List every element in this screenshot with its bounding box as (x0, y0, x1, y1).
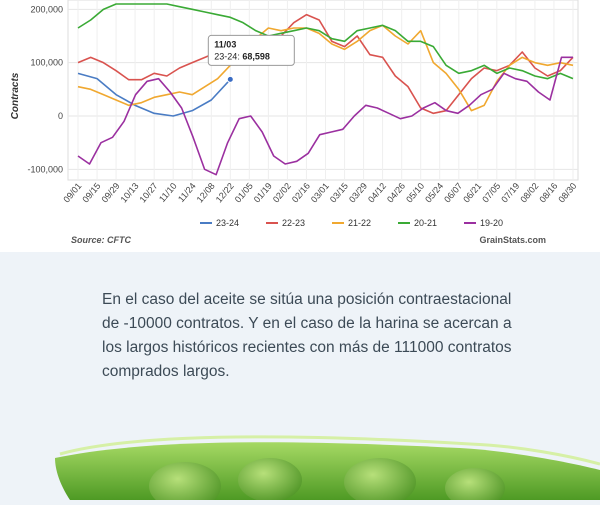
annotation-box (207, 34, 295, 66)
x-tick-label: 08/16 (537, 181, 559, 205)
x-tick-label: 02/02 (271, 181, 293, 205)
pea-pod-illustration (0, 430, 600, 505)
legend-label-20-21: 20-21 (414, 218, 437, 228)
x-tick-label: 11/10 (157, 181, 179, 204)
x-tick-label: 12/22 (214, 181, 236, 205)
x-tick-label: 06/07 (442, 181, 464, 205)
x-tick-label: 06/21 (461, 181, 483, 205)
series-line-20-21 (77, 3, 574, 80)
x-tick-label: 07/05 (480, 181, 502, 205)
series-line-23-24 (77, 72, 231, 117)
pea (344, 458, 416, 505)
annotation-point (226, 75, 234, 83)
x-tick-label: 04/12 (366, 181, 388, 205)
position-chart: -100,0000100,000200,00009/0109/1509/2910… (10, 0, 579, 245)
x-tick-label: 02/16 (290, 181, 312, 205)
legend-label-19-20: 19-20 (480, 218, 503, 228)
x-tick-label: 03/01 (309, 181, 331, 205)
legend-label-21-22: 21-22 (348, 218, 371, 228)
x-tick-label: 07/19 (499, 181, 521, 205)
x-tick-label: 01/19 (252, 181, 274, 205)
credit-label: GrainStats.com (479, 235, 546, 245)
x-tick-label: 03/29 (347, 181, 369, 205)
x-tick-label: 08/30 (556, 181, 578, 205)
pea (149, 462, 221, 505)
x-tick-label: 08/02 (518, 181, 540, 205)
x-tick-label: 09/01 (61, 181, 83, 205)
y-axis-label: Contracts (10, 72, 21, 119)
y-tick-label: -100,000 (27, 164, 63, 174)
x-tick-label: 09/15 (80, 181, 102, 205)
x-tick-label: 05/10 (404, 181, 426, 205)
annotation-value: 23-24: 68,598 (214, 51, 270, 61)
pod-highlight (59, 435, 600, 466)
y-tick-label: 0 (58, 111, 63, 121)
article-paragraph: En el caso del aceite se sitúa una posic… (102, 291, 512, 380)
x-tick-label: 10/13 (119, 181, 141, 205)
x-tick-label: 12/08 (195, 181, 217, 205)
legend-label-22-23: 22-23 (282, 218, 305, 228)
x-tick-label: 10/27 (138, 181, 160, 205)
pod-shape (55, 442, 600, 500)
x-tick-label: 05/24 (423, 181, 445, 205)
pea (445, 468, 505, 505)
chart-panel: -100,000 0 100,000 200,000 09/01 09/15 09/29 10… (0, 0, 600, 252)
annotation-date: 11/03 (214, 39, 236, 49)
legend-label-23-24: 23-24 (216, 218, 239, 228)
x-tick-label: 11/24 (176, 181, 198, 204)
series-line-19-20 (77, 56, 573, 176)
pea (238, 458, 302, 502)
x-tick-label: 01/05 (233, 181, 255, 205)
x-tick-label: 04/26 (385, 181, 407, 205)
series-line-21-22 (77, 24, 574, 112)
source-label: Source: CFTC (71, 235, 132, 245)
x-tick-label: 03/15 (328, 181, 350, 205)
y-tick-label: 200,000 (30, 4, 63, 14)
x-tick-label: 09/29 (99, 181, 121, 205)
y-tick-label: 100,000 (30, 58, 63, 68)
